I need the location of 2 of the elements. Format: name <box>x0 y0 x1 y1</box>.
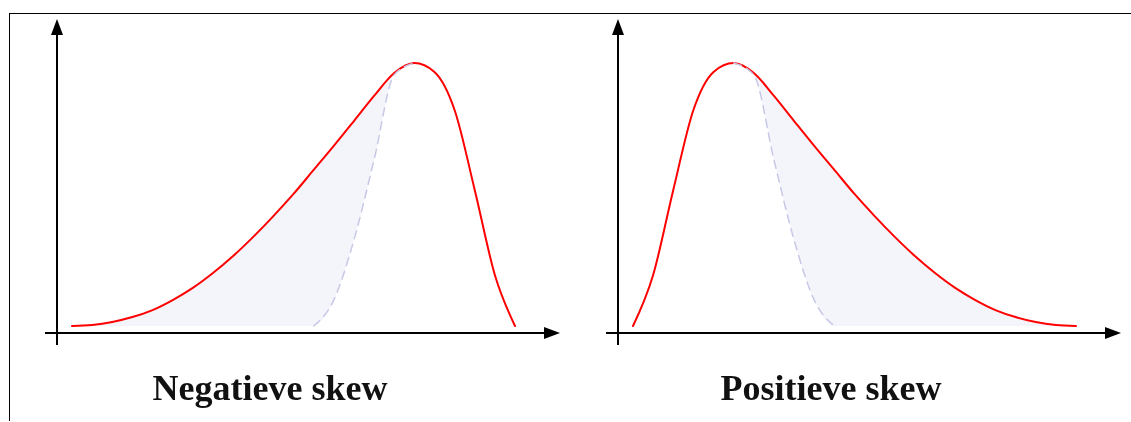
text: Negatieve skew <box>152 368 388 408</box>
text: Positieve skew <box>720 368 942 408</box>
